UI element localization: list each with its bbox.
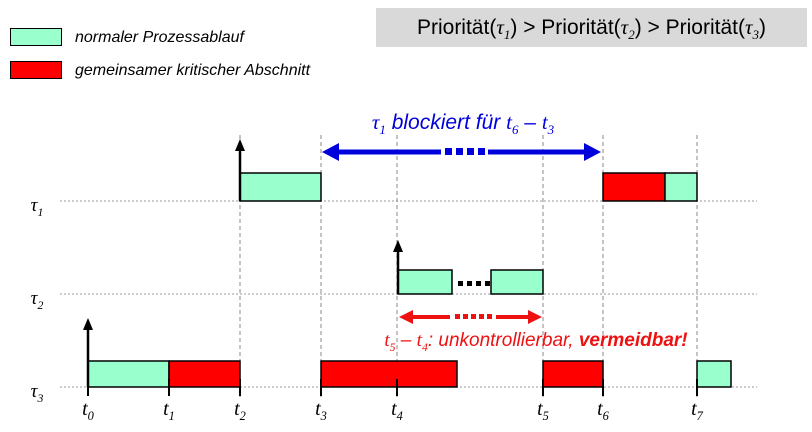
time-label-t7: t7 [691,398,703,423]
time-label-t6: t6 [597,398,609,423]
span-arrow-red-dot [463,314,468,319]
symbol-text: τ1 [496,15,511,43]
release-arrow-head-tau2 [393,240,403,252]
label-text: : unkontrollierbar, [427,330,579,351]
block-tau2-0-normal [397,269,453,295]
ellipsis-dot-tau2 [476,281,481,286]
block-tau1-0-normal [239,172,322,202]
block-tau3-2-critical [320,360,458,388]
priority-rule-box: Priorität(τ1) > Priorität(τ2) > Prioritä… [376,8,807,47]
row-label-tau2: τ2 [30,288,44,312]
block-tau3-4-normal [696,360,732,388]
red-annotation: t5 – t4: unkontrollierbar, vermeidbar! [384,330,688,354]
block-tau1-1-critical [602,172,666,202]
blue-annotation: τ1 blockiert für t6 – t3 [371,110,555,138]
label-text: Priorität( [416,16,497,39]
legend-label-normal: normaler Prozessablauf [75,29,244,46]
span-arrow-blue-dot [478,148,485,155]
legend-label-critical: gemeinsamer kritischer Abschnitt [75,62,311,79]
block-tau3-3-critical [542,360,604,388]
time-label-t0: t0 [82,398,94,423]
span-arrow-red-dot [471,314,476,319]
time-label-t2: t2 [234,398,246,423]
label-text: vermeidbar! [578,330,688,351]
time-label-t4: t4 [391,398,403,423]
ellipsis-dot-tau2 [458,281,463,286]
span-arrow-blue-head-left [322,143,339,161]
span-arrow-blue-dot [445,148,452,155]
release-arrow-head-tau3 [83,318,93,330]
symbol-text: t5 [384,330,396,354]
ellipsis-dot-tau2 [485,281,490,286]
label-text: blockiert für [385,111,507,134]
ellipsis-dot-tau2 [467,281,472,286]
row-label-tau3: τ3 [30,381,44,405]
symbol-text: t6 [506,110,519,138]
label-text: ) > Priorität( [634,16,745,39]
legend-swatch-critical [10,61,62,79]
symbol-text: t4 [416,330,428,354]
label-text: – [395,330,417,351]
block-tau3-1-critical [168,360,241,388]
span-arrow-red-dot [487,314,492,319]
symbol-text: τ3 [744,15,760,43]
span-arrow-red-dot [455,314,460,319]
span-arrow-red-dot [479,314,484,319]
time-label-t3: t3 [315,398,327,423]
release-arrow-head-tau1 [235,139,245,151]
symbol-text: τ2 [620,15,635,43]
time-label-t5: t5 [537,398,549,423]
span-arrow-blue-dot [456,148,463,155]
span-arrow-red-head-left [399,310,413,324]
symbol-text: τ1 [371,110,386,138]
span-arrow-blue-dot [467,148,474,155]
block-tau2-1-normal [490,269,544,295]
symbol-text: t3 [541,110,555,138]
label-text: ) [759,16,767,39]
label-text: ) > Priorität( [510,16,621,39]
label-text: – [518,111,542,134]
legend-swatch-normal [10,28,62,46]
span-arrow-red-head-right [528,310,542,324]
span-arrow-blue-head-right [584,143,601,161]
row-label-tau1: τ1 [30,195,44,219]
time-label-t1: t1 [163,398,175,423]
block-tau1-2-normal [664,172,698,202]
block-tau3-0-normal [87,360,170,388]
